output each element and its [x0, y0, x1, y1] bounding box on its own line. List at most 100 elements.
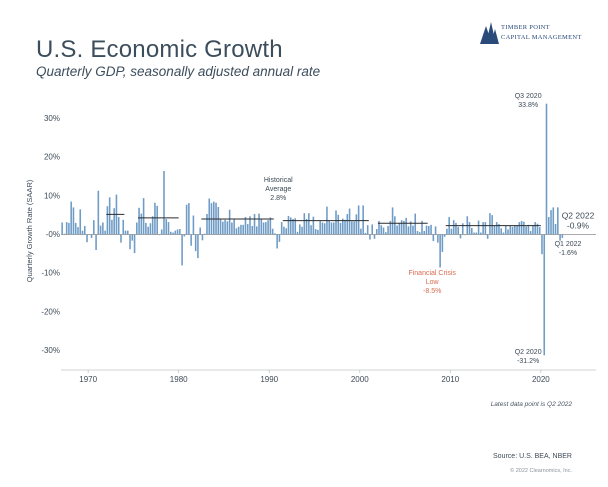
gdp-bar: [394, 216, 396, 235]
gdp-bar: [543, 234, 546, 356]
gdp-bar: [70, 201, 72, 235]
gdp-bar: [93, 220, 95, 235]
gdp-bar: [86, 234, 88, 243]
gdp-bar: [165, 219, 168, 235]
gdp-bar: [222, 221, 224, 235]
gdp-bar: [235, 228, 238, 235]
gdp-bar: [500, 228, 503, 235]
latest-label-value: -0.9%: [567, 221, 590, 231]
logo-name: TIMBER POINT: [501, 24, 550, 31]
gdp-bar: [405, 217, 407, 235]
gdp-bar: [538, 227, 541, 235]
gdp-bar: [258, 213, 260, 235]
x-tick-label: 2000: [351, 375, 369, 384]
gdp-bar: [471, 227, 473, 235]
gdp-bar: [545, 103, 548, 235]
gdp-bar: [489, 213, 491, 235]
gdp-bar: [416, 231, 419, 235]
x-tick-label: 1970: [79, 375, 97, 384]
annotation-label: -1.6%: [559, 250, 577, 257]
source-note: Source: U.S. BEA, NBER: [493, 453, 572, 460]
gdp-bar: [366, 225, 369, 235]
gdp-bar: [136, 222, 138, 235]
gdp-bar: [391, 207, 394, 235]
gdp-bar: [228, 209, 231, 235]
gdp-bar: [262, 222, 265, 235]
gdp-bar: [194, 234, 197, 252]
gdp-bar: [527, 224, 530, 235]
gdp-bar: [387, 225, 389, 235]
annotation-label: 2.8%: [270, 195, 286, 202]
gdp-bar: [385, 232, 387, 235]
x-tick-label: 2010: [441, 375, 459, 384]
gdp-bar: [255, 226, 258, 235]
gdp-bar: [437, 234, 439, 243]
gdp-bar: [534, 222, 536, 235]
y-tick-label: 10%: [44, 191, 60, 200]
gdp-bar: [185, 204, 188, 235]
gdp-bar: [418, 232, 421, 235]
gdp-bar: [400, 220, 403, 235]
gdp-bar: [74, 222, 77, 235]
gdp-bar: [129, 234, 131, 250]
gdp-bar: [296, 231, 299, 235]
gdp-bar: [280, 222, 283, 235]
gdp-bar: [409, 221, 412, 235]
gdp-bar: [511, 226, 514, 235]
gdp-bar: [335, 210, 337, 235]
gdp-bar: [156, 205, 158, 235]
gdp-bar: [362, 205, 364, 235]
y-axis: 30% 20% 10% -0% -10% -20% -30%: [41, 114, 60, 355]
gdp-bar: [181, 234, 183, 266]
gdp-bar: [502, 232, 505, 235]
gdp-bar: [294, 218, 297, 235]
gdp-bar: [212, 201, 215, 235]
gdp-bar: [188, 203, 190, 235]
gdp-bar: [421, 220, 423, 235]
gdp-bar: [242, 224, 244, 235]
gdp-bar: [353, 221, 355, 235]
gdp-bar: [81, 230, 84, 235]
pine-trees-icon: [480, 22, 499, 44]
gdp-bar: [518, 222, 521, 235]
gdp-bar: [65, 222, 68, 235]
gdp-bar: [532, 225, 534, 235]
gdp-bar: [328, 220, 330, 235]
gdp-bar: [457, 226, 460, 235]
gdp-bar: [97, 190, 100, 235]
page-subtitle: Quarterly GDP, seasonally adjusted annua…: [36, 64, 321, 79]
annotation-label: Q2 2020: [515, 349, 542, 356]
y-tick-label: -30%: [41, 346, 60, 355]
gdp-bar: [351, 221, 353, 235]
gdp-bar: [260, 218, 263, 235]
gdp-bar: [514, 225, 516, 235]
annotation-label: Low: [426, 279, 440, 286]
gdp-bar: [516, 225, 518, 235]
gdp-bar: [197, 234, 199, 259]
gdp-bar: [240, 224, 242, 235]
gdp-bar: [176, 229, 179, 235]
y-tick-label: -0%: [46, 230, 60, 239]
gdp-bar: [557, 207, 559, 235]
gdp-bar: [378, 220, 380, 235]
average-lines: [106, 213, 541, 227]
gdp-bar: [151, 216, 154, 235]
gdp-bar: [169, 231, 172, 235]
latest-point-label: Q2 2022-0.9%: [562, 211, 595, 231]
gdp-bar: [369, 234, 371, 240]
gdp-bar: [523, 221, 525, 235]
latest-data-note: Latest data point is Q2 2022: [490, 401, 572, 408]
gdp-bar: [428, 225, 430, 235]
gdp-bar: [504, 225, 507, 235]
gdp-bar: [265, 222, 267, 235]
gdp-bar: [337, 214, 340, 235]
gdp-bar: [90, 234, 93, 238]
gdp-bar: [289, 217, 292, 235]
gdp-bar: [407, 226, 410, 235]
gdp-bar: [308, 213, 310, 235]
gdp-bar: [461, 223, 464, 235]
gdp-bar: [312, 216, 315, 235]
gdp-bar: [360, 228, 362, 235]
gdp-bar: [491, 215, 493, 235]
